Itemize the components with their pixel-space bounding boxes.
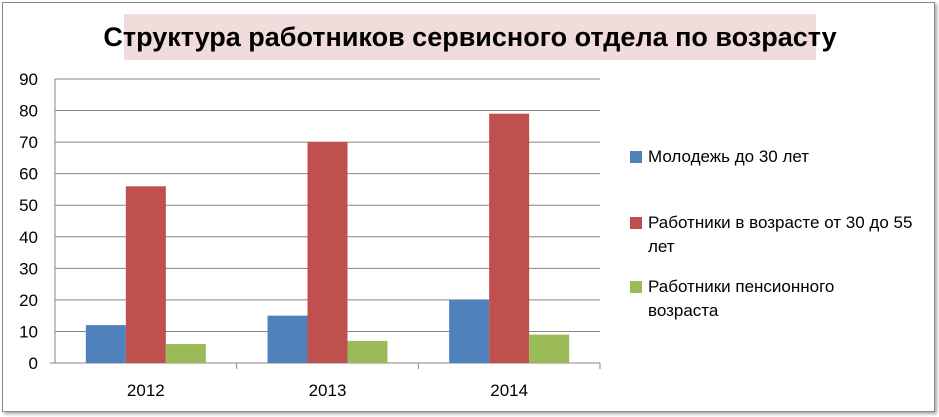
y-tick-label: 30: [19, 259, 38, 278]
y-tick-label: 40: [19, 228, 38, 247]
legend-swatch-pension-age: [630, 281, 642, 293]
legend-label-middle-age: Работники в возрасте от 30 до 55 лет: [648, 213, 913, 256]
y-tick-label: 20: [19, 291, 38, 310]
x-tick-label: 2013: [309, 381, 347, 400]
bar: [125, 186, 166, 363]
y-tick-label: 70: [19, 133, 38, 152]
legend-item-pension-age: Работники пенсионного возраста: [630, 275, 888, 323]
x-tick-label: 2014: [490, 381, 528, 400]
legend-swatch-middle-age: [630, 217, 642, 229]
y-tick-label: 50: [19, 196, 38, 215]
bar: [449, 299, 490, 363]
bar: [529, 334, 570, 363]
y-tick-label: 60: [19, 165, 38, 184]
bar: [307, 142, 348, 363]
chart-title-text: Структура работников сервисного отдела п…: [103, 21, 837, 52]
x-tick-label: 2012: [127, 381, 165, 400]
chart-title: Структура работников сервисного отдела п…: [103, 14, 837, 60]
bar: [267, 315, 308, 363]
legend-swatch-youth: [630, 151, 642, 163]
y-tick-label: 10: [19, 322, 38, 341]
legend-label-pension-age: Работники пенсионного возраста: [648, 277, 835, 320]
legend-item-middle-age: Работники в возрасте от 30 до 55 лет: [630, 211, 923, 259]
bar: [347, 340, 388, 363]
legend-label-youth: Молодежь до 30 лет: [648, 147, 810, 166]
bar: [165, 344, 206, 363]
bar: [85, 325, 126, 363]
bar: [489, 113, 530, 363]
legend-item-youth: Молодежь до 30 лет: [630, 145, 928, 169]
y-tick-label: 90: [19, 70, 38, 89]
y-tick-label: 80: [19, 102, 38, 121]
y-tick-label: 0: [29, 354, 38, 373]
